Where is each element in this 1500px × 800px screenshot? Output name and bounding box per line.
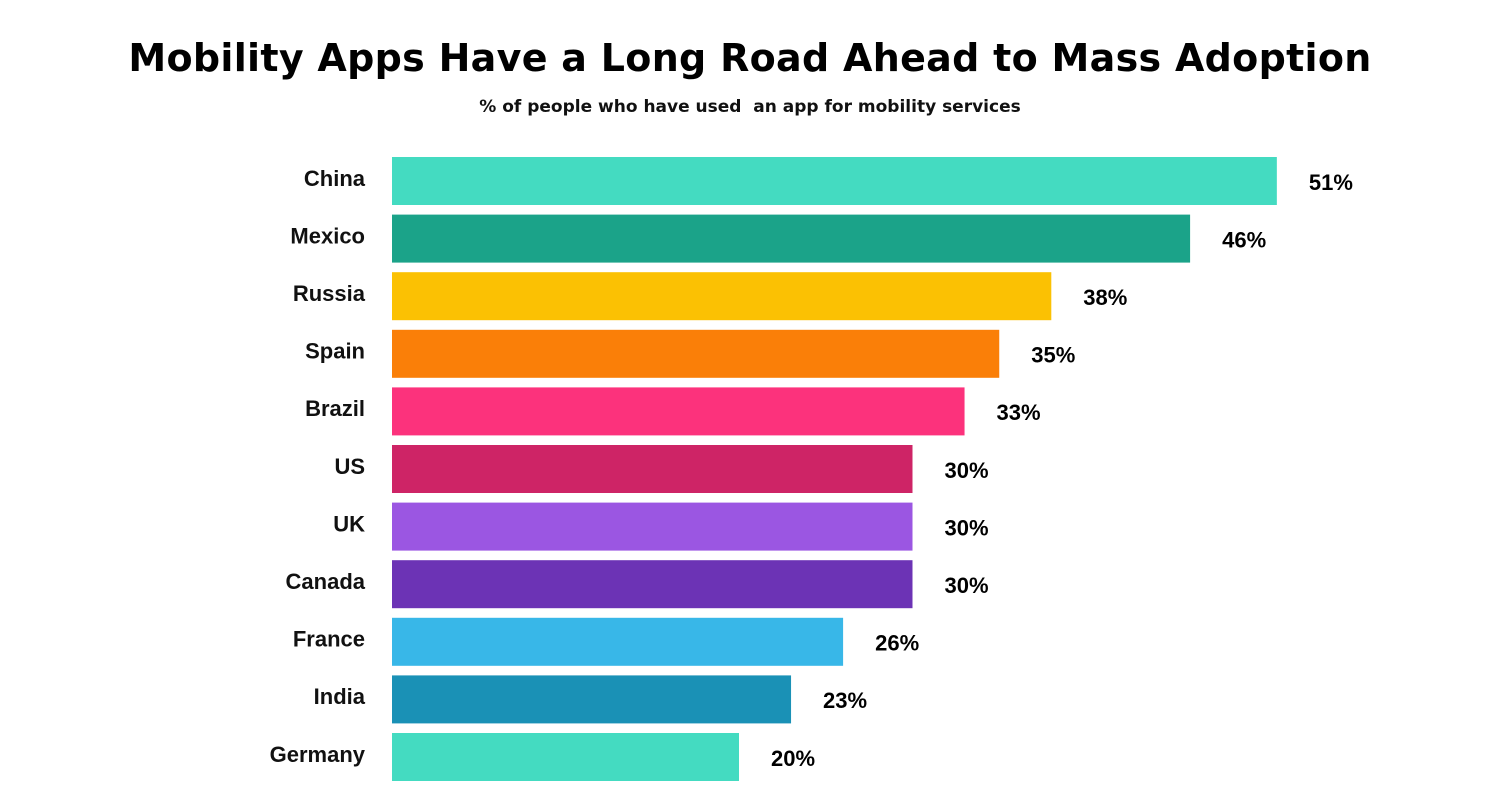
bar-france [392,617,844,666]
category-label-germany: Germany [270,742,366,767]
category-label-china: China [304,166,366,191]
category-label-russia: Russia [293,281,366,306]
category-label-spain: Spain [305,339,365,364]
category-label-canada: Canada [286,569,366,594]
value-label-uk: 30% [945,515,989,540]
value-label-china: 51% [1309,170,1353,195]
value-label-us: 30% [945,458,989,483]
value-label-spain: 35% [1031,343,1075,368]
value-label-canada: 30% [945,573,989,598]
category-label-uk: UK [333,511,365,536]
category-label-brazil: Brazil [305,396,365,421]
category-label-india: India [314,684,366,709]
bar-us [392,445,913,493]
bar-mexico [392,214,1191,263]
value-label-germany: 20% [771,746,815,771]
category-label-us: US [334,454,365,479]
bar-china [392,157,1277,205]
bar-germany [392,733,739,781]
chart-title: Mobility Apps Have a Long Road Ahead to … [128,36,1372,80]
value-label-mexico: 46% [1222,227,1266,252]
category-label-france: France [293,627,365,652]
value-label-france: 26% [875,631,919,656]
value-label-india: 23% [823,688,867,713]
chart-subtitle: % of people who have used an app for mob… [479,97,1021,117]
bar-spain [392,329,1000,378]
bar-uk [392,502,913,551]
bar-brazil [392,387,965,436]
bar-canada [392,560,913,609]
value-label-russia: 38% [1083,285,1127,310]
category-label-mexico: Mexico [290,223,365,248]
bar-russia [392,272,1052,321]
value-label-brazil: 33% [997,400,1041,425]
bar-india [392,675,792,724]
